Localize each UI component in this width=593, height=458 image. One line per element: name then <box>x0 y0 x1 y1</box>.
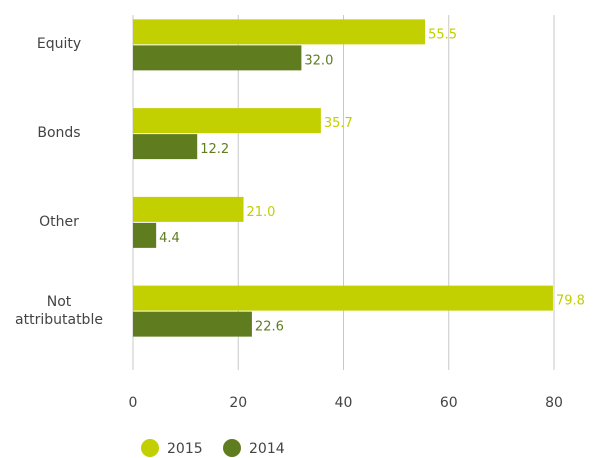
bar <box>133 45 302 71</box>
value-label: 55.5 <box>428 27 457 42</box>
value-label: 22.6 <box>255 320 284 335</box>
bar <box>133 222 157 248</box>
legend-swatch <box>223 439 241 457</box>
bar <box>133 311 252 337</box>
value-label: 35.7 <box>324 116 353 131</box>
bar <box>133 196 244 222</box>
bar <box>133 108 321 134</box>
legend-swatch <box>141 439 159 457</box>
bar <box>133 285 553 311</box>
x-tick-label: 80 <box>545 395 563 411</box>
y-tick-label: Equity <box>36 36 82 53</box>
legend-label: 2015 <box>167 441 203 457</box>
value-label: 12.2 <box>200 142 229 157</box>
bar <box>133 19 426 45</box>
y-tick-label: Other <box>39 213 79 230</box>
x-tick-label: 20 <box>229 395 247 411</box>
value-label: 79.8 <box>556 294 585 309</box>
value-label: 21.0 <box>247 205 276 220</box>
bar <box>133 134 198 160</box>
x-tick-label: 60 <box>440 395 458 411</box>
y-tick-label: Bonds <box>37 125 81 142</box>
value-label: 32.0 <box>304 53 333 68</box>
x-tick-label: 40 <box>335 395 353 411</box>
x-tick-label: 0 <box>129 395 138 411</box>
y-tick-label: Not attributatble <box>15 293 103 328</box>
legend-label: 2014 <box>249 441 285 457</box>
value-label: 4.4 <box>159 231 180 246</box>
